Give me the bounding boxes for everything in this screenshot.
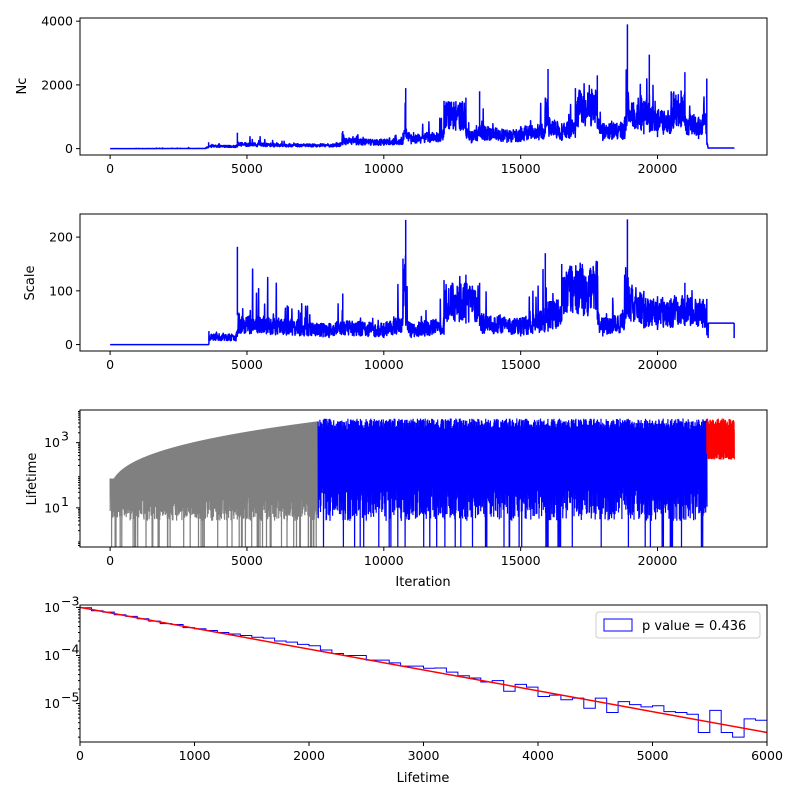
y-tick-label-exponent: −4 bbox=[61, 641, 79, 656]
x-tick-label: 15000 bbox=[501, 357, 541, 372]
x-tick-label: 20000 bbox=[638, 553, 678, 568]
y-tick-label: 10 bbox=[44, 600, 60, 615]
panel-nc: 0 5000 10000 15000 20000 0 2000 4000 Nc bbox=[15, 14, 768, 176]
ylabel-nc: Nc bbox=[15, 78, 30, 95]
xlabel-lifetime: Lifetime bbox=[397, 771, 450, 786]
ylabel-lifetime: Lifetime bbox=[25, 453, 40, 506]
lifetime-series-tail bbox=[706, 418, 735, 460]
y-tick-label: 2000 bbox=[41, 77, 73, 92]
y-tick-label-exponent: −3 bbox=[61, 593, 79, 608]
x-tick-label: 4000 bbox=[522, 748, 554, 763]
y-tick-label: 10 bbox=[44, 696, 60, 711]
x-tick-label: 0 bbox=[106, 161, 114, 176]
x-tick-label: 0 bbox=[76, 748, 84, 763]
ylabel-scale: Scale bbox=[23, 266, 38, 301]
x-tick-label: 0 bbox=[106, 357, 114, 372]
x-tick-label: 10000 bbox=[364, 161, 404, 176]
x-tick-label: 6000 bbox=[751, 748, 783, 763]
x-tick-label: 2000 bbox=[293, 748, 325, 763]
axes-frame-nc bbox=[79, 17, 768, 156]
fit-line bbox=[80, 606, 767, 734]
y-tick-label: 10 bbox=[44, 648, 60, 663]
x-tick-label: 10000 bbox=[364, 357, 404, 372]
xlabel-iteration: Iteration bbox=[395, 575, 450, 590]
x-tick-label: 1000 bbox=[179, 748, 211, 763]
series-line bbox=[109, 69, 735, 150]
legend-box bbox=[595, 611, 761, 639]
x-tick-label: 20000 bbox=[638, 357, 678, 372]
y-tick-label: 4000 bbox=[41, 14, 73, 29]
x-tick-label: 20000 bbox=[638, 161, 678, 176]
legend-label: p value = 0.436 bbox=[642, 619, 746, 634]
lifetime-series-main bbox=[317, 418, 708, 547]
x-tick-label: 0 bbox=[106, 553, 114, 568]
y-tick-label: 10 bbox=[44, 500, 60, 515]
x-tick-label: 15000 bbox=[501, 161, 541, 176]
series-line bbox=[109, 255, 735, 346]
axes-frame-scale bbox=[79, 213, 768, 352]
x-tick-label: 10000 bbox=[364, 553, 404, 568]
lifetime-series-burnin bbox=[109, 421, 319, 547]
y-tick-label-exponent: 3 bbox=[61, 429, 69, 444]
x-tick-label: 5000 bbox=[231, 553, 263, 568]
x-tick-label: 15000 bbox=[501, 553, 541, 568]
y-tick-label-exponent: −5 bbox=[61, 690, 79, 705]
y-tick-label: 200 bbox=[49, 230, 73, 245]
legend: p value = 0.436 bbox=[595, 611, 761, 639]
y-tick-label: 10 bbox=[44, 435, 60, 450]
y-tick-label: 0 bbox=[65, 337, 73, 352]
legend-swatch-histogram bbox=[603, 618, 633, 632]
x-tick-label: 5000 bbox=[231, 357, 263, 372]
y-tick-label-exponent: 1 bbox=[61, 494, 69, 509]
x-tick-label: 5000 bbox=[637, 748, 669, 763]
y-tick-label: 100 bbox=[49, 283, 73, 298]
x-tick-label: 5000 bbox=[231, 161, 263, 176]
panel-scale: 0 5000 10000 15000 20000 0 100 200 Scale bbox=[23, 213, 768, 372]
x-tick-label: 3000 bbox=[408, 748, 440, 763]
y-tick-label: 0 bbox=[65, 141, 73, 156]
